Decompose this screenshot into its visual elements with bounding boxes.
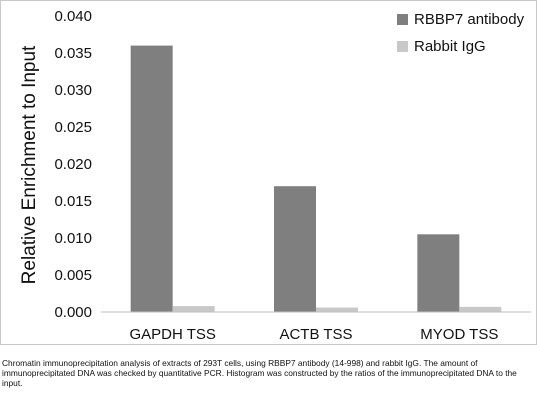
y-axis-label: Relative Enrichment to Input [19,45,40,284]
x-axis-labels: GAPDH TSS ACTB TSS MYOD TSS [129,326,498,343]
y-tick-label: 0.025 [54,119,92,136]
y-tick-label: 0.005 [54,267,92,284]
y-tick-label: 0.000 [54,304,92,321]
figure-caption: Chromatin immunoprecipitation analysis o… [2,358,517,388]
bar-rbbp7 [417,234,460,312]
bar-igg [172,306,215,312]
x-tick-label: MYOD TSS [420,326,498,343]
y-tick-label: 0.015 [54,193,92,210]
y-tick-label: 0.040 [54,8,92,25]
x-tick-label: ACTB TSS [279,326,352,343]
bar-igg [459,306,502,312]
legend-label: RBBP7 antibody [414,11,525,28]
bars [130,45,502,312]
legend-swatch [397,41,408,52]
legend-label: Rabbit IgG [414,38,486,55]
x-tick-label: GAPDH TSS [129,326,215,343]
bar-rbbp7 [130,45,173,312]
legend: RBBP7 antibody Rabbit IgG [397,11,525,55]
bar-igg [316,307,358,312]
y-tick-label: 0.010 [54,230,92,247]
chart-frame: 0.000 0.005 0.010 0.015 0.020 0.025 0.030 0.035… [0,0,537,345]
bar-chart: 0.000 0.005 0.010 0.015 0.020 0.025 0.030 0.035… [19,8,531,343]
y-axis-ticks: 0.000 0.005 0.010 0.015 0.020 0.025 0.030 0.035… [54,8,92,321]
y-tick-label: 0.035 [54,45,92,62]
y-tick-label: 0.030 [54,82,92,99]
y-tick-label: 0.020 [54,156,92,173]
bar-rbbp7 [274,186,316,312]
legend-swatch [397,14,408,25]
